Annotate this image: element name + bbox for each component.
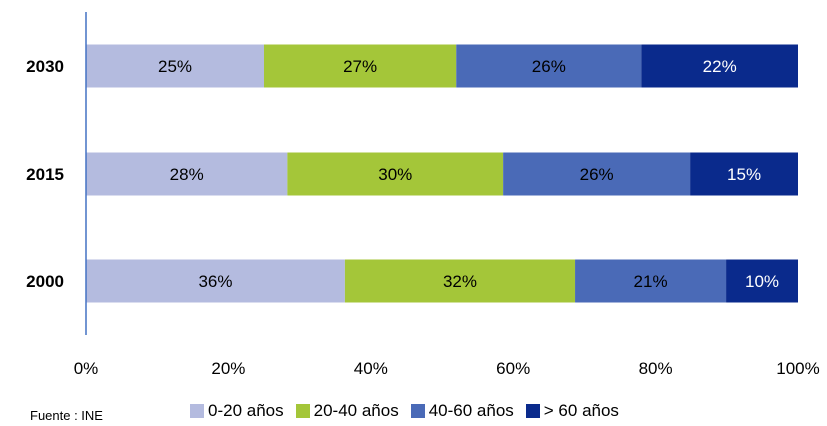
x-tick-label: 80% [639, 359, 673, 378]
data-label-2000-2: 32% [443, 272, 477, 291]
data-label-2015-2: 30% [378, 165, 412, 184]
x-axis-tick-labels: 0% 20% 40% 60% 80% 100% [74, 359, 820, 378]
x-tick-label: 40% [354, 359, 388, 378]
data-label-2000-1: 36% [198, 272, 232, 291]
data-label-2015-3: 26% [580, 165, 614, 184]
bar-segment-2000-4 [726, 259, 798, 303]
legend-swatch [190, 404, 204, 418]
category-label-2000: 2000 [26, 272, 64, 291]
legend-item-4: > 60 años [525, 401, 619, 421]
bar-segment-2030-4 [641, 44, 798, 88]
bar-segment-2015-2 [287, 152, 504, 196]
x-tick-label: 20% [211, 359, 245, 378]
legend-swatch [295, 404, 310, 418]
legend-label: 0-20 años [208, 401, 284, 420]
bar-segment-2015-4 [690, 152, 798, 196]
data-label-2000-4: 10% [745, 272, 779, 291]
legend-item-1: 0-20 años [190, 401, 284, 421]
category-label-2030: 2030 [26, 57, 64, 76]
bar-segment-2000-2 [344, 259, 576, 303]
data-label-2030-3: 26% [532, 57, 566, 76]
legend: 0-20 años 20-40 años 40-60 años > 60 años [190, 401, 631, 421]
legend-label: 20-40 años [313, 401, 399, 420]
x-tick-label: 0% [74, 359, 99, 378]
bar-segment-2015-3 [503, 152, 691, 196]
data-label-2030-2: 27% [343, 57, 377, 76]
x-tick-label: 100% [776, 359, 819, 378]
bar-segment-2030-1 [86, 44, 264, 88]
source-note: Fuente : INE [30, 408, 103, 423]
category-labels: 2030 2015 2000 [26, 57, 64, 291]
legend-label: > 60 años [543, 401, 619, 420]
legend-swatch [525, 404, 540, 418]
legend-label: 40-60 años [428, 401, 514, 420]
bar-segment-2015-1 [86, 152, 288, 196]
legend-swatch [410, 404, 425, 418]
data-label-2000-3: 21% [634, 272, 668, 291]
bar-segment-2030-2 [264, 44, 457, 88]
data-label-2015-1: 28% [170, 165, 204, 184]
bars-group: 25% 27% 26% 22% 28% 30% 26% 15% 36% 32% 21% 10% [86, 44, 798, 303]
bar-segment-2000-3 [575, 259, 727, 303]
x-tick-label: 60% [496, 359, 530, 378]
data-label-2015-4: 15% [727, 165, 761, 184]
stacked-bar-chart: 25% 27% 26% 22% 28% 30% 26% 15% 36% 32% 21% 10% 203… [26, 12, 820, 378]
legend-item-3: 40-60 años [410, 401, 514, 421]
bar-segment-2030-3 [456, 44, 642, 88]
data-label-2030-4: 22% [703, 57, 737, 76]
bar-segment-2000-1 [86, 259, 345, 303]
legend-item-2: 20-40 años [295, 401, 399, 421]
data-label-2030-1: 25% [158, 57, 192, 76]
category-label-2015: 2015 [26, 165, 64, 184]
